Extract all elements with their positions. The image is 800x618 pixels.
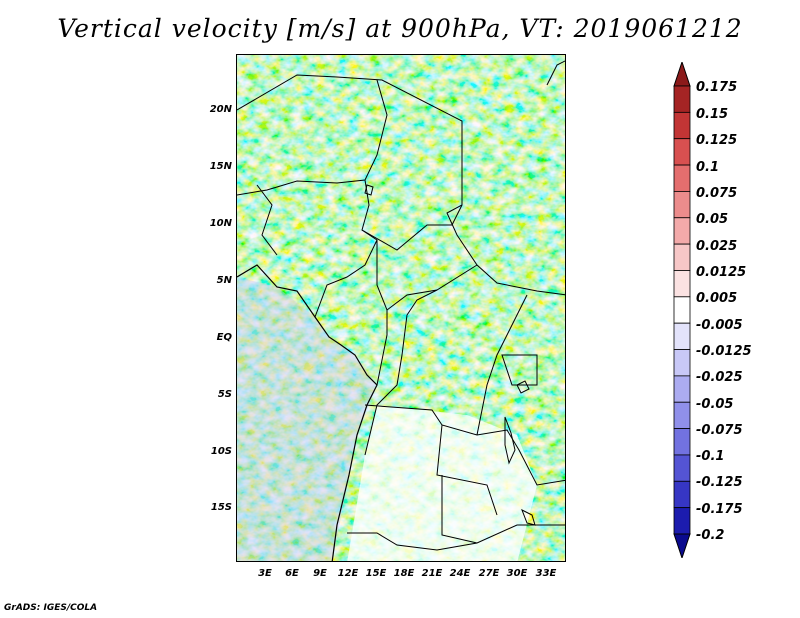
colorbar-bin bbox=[673, 191, 691, 219]
colorbar-min-arrow bbox=[673, 533, 691, 558]
colorbar bbox=[673, 62, 691, 558]
lat-label-10n: 10N bbox=[209, 218, 232, 229]
colorbar-bin bbox=[673, 296, 691, 324]
colorbar-label: 0.175 bbox=[696, 80, 738, 95]
lon-label-9e: 9E bbox=[313, 568, 327, 579]
lon-label-33e: 33E bbox=[535, 568, 557, 579]
lon-label-3e: 3E bbox=[258, 568, 272, 579]
lat-label-5s: 5S bbox=[217, 389, 232, 400]
colorbar-bin bbox=[673, 454, 691, 482]
colorbar-bin bbox=[673, 375, 691, 403]
colorbar-bin bbox=[673, 111, 691, 140]
chart-title: Vertical velocity [m/s] at 900hPa, VT: 2… bbox=[57, 14, 743, 43]
colorbar-label: 0.005 bbox=[696, 291, 738, 306]
lat-label-20n: 20N bbox=[209, 104, 232, 115]
colorbar-label: -0.125 bbox=[696, 475, 743, 490]
colorbar-label: -0.005 bbox=[696, 318, 743, 333]
colorbar-label: 0.025 bbox=[696, 239, 738, 254]
lon-label-12e: 12E bbox=[337, 568, 359, 579]
colorbar-bin bbox=[673, 480, 691, 509]
colorbar-bin bbox=[673, 270, 691, 298]
colorbar-label: -0.075 bbox=[696, 423, 743, 438]
lon-label-24e: 24E bbox=[449, 568, 471, 579]
colorbar-label: -0.05 bbox=[696, 397, 734, 412]
colorbar-bin bbox=[673, 428, 691, 456]
lon-label-27e: 27E bbox=[478, 568, 500, 579]
lon-label-18e: 18E bbox=[393, 568, 415, 579]
lat-label-15n: 15N bbox=[209, 161, 232, 172]
colorbar-label: -0.025 bbox=[696, 370, 743, 385]
colorbar-bin bbox=[673, 138, 691, 166]
lon-label-15e: 15E bbox=[365, 568, 387, 579]
velocity-field-map bbox=[237, 55, 565, 561]
colorbar-label: 0.1 bbox=[696, 160, 720, 175]
colorbar-label: 0.15 bbox=[696, 107, 729, 122]
colorbar-bin bbox=[673, 85, 691, 113]
lon-label-6e: 6E bbox=[285, 568, 299, 579]
colorbar-bin bbox=[673, 164, 691, 192]
colorbar-label: -0.175 bbox=[696, 502, 743, 517]
colorbar-bin bbox=[673, 322, 691, 350]
grads-credit: GrADS: IGES/COLA bbox=[4, 603, 98, 613]
lon-label-30e: 30E bbox=[506, 568, 528, 579]
colorbar-bin bbox=[673, 217, 691, 245]
colorbar-label: 0.05 bbox=[696, 212, 729, 227]
lon-label-21e: 21E bbox=[421, 568, 443, 579]
colorbar-bin bbox=[673, 243, 691, 271]
colorbar-max-arrow bbox=[673, 62, 691, 87]
colorbar-label: 0.125 bbox=[696, 133, 738, 148]
lat-label-eq: EQ bbox=[216, 332, 232, 343]
map-panel bbox=[236, 54, 566, 562]
colorbar-label: 0.0125 bbox=[696, 265, 747, 280]
colorbar-bin bbox=[673, 401, 691, 429]
colorbar-bin bbox=[673, 349, 691, 377]
lat-label-15s: 15S bbox=[210, 502, 232, 513]
colorbar-label: 0.075 bbox=[696, 186, 738, 201]
lat-label-5n: 5N bbox=[216, 275, 232, 286]
colorbar-label: -0.1 bbox=[696, 449, 725, 464]
colorbar-label: -0.2 bbox=[696, 528, 725, 543]
colorbar-bin bbox=[673, 507, 691, 535]
colorbar-label: -0.0125 bbox=[696, 344, 752, 359]
lat-label-10s: 10S bbox=[210, 446, 232, 457]
